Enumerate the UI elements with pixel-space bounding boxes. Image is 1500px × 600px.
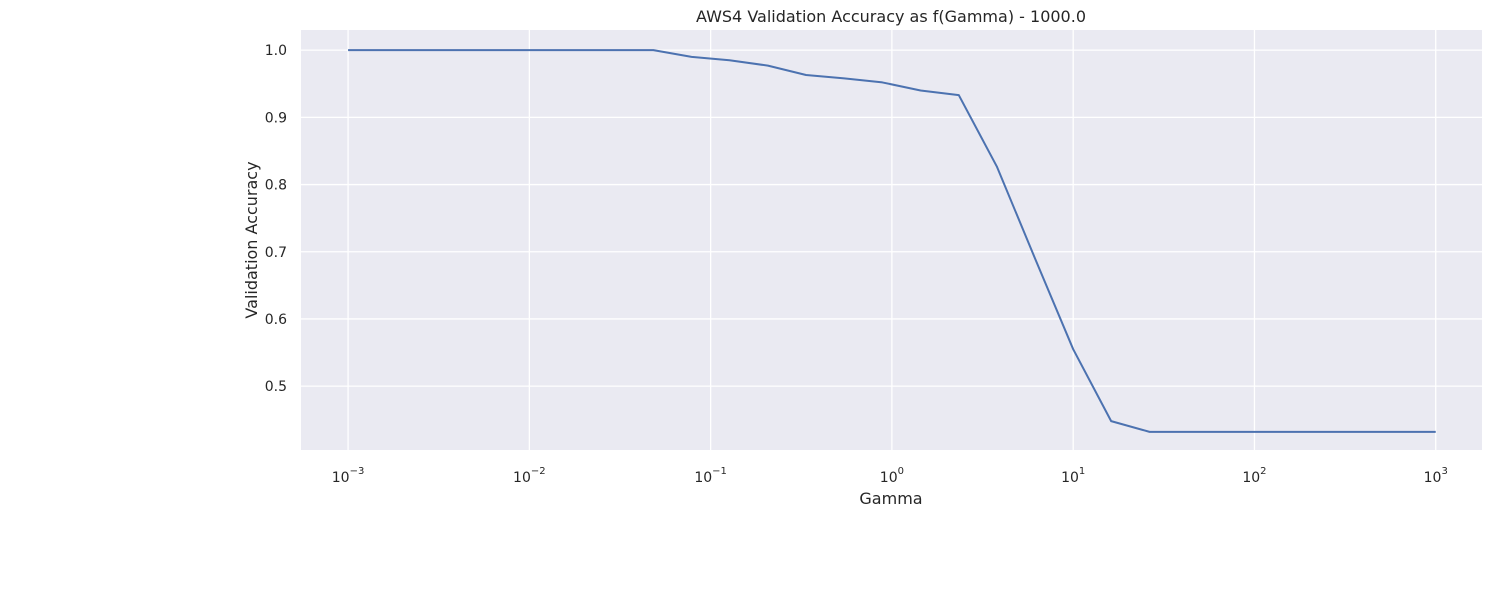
chart-title: AWS4 Validation Accuracy as f(Gamma) - 1… <box>696 7 1086 26</box>
y-tick-label: 0.7 <box>265 245 287 261</box>
y-tick-label: 0.6 <box>265 312 287 328</box>
x-tick-label: 102 <box>1242 466 1266 486</box>
x-axis-ticks: 10−3 10−2 10−1 100 101 102 103 <box>332 466 1448 486</box>
y-tick-label: 1.0 <box>265 43 287 59</box>
x-tick-label: 10−1 <box>694 466 727 486</box>
x-tick-label: 10−2 <box>513 466 546 486</box>
y-axis-title: Validation Accuracy <box>242 161 261 318</box>
y-tick-label: 0.5 <box>265 379 287 395</box>
y-axis-ticks: 0.5 0.6 0.7 0.8 0.9 1.0 <box>265 43 287 395</box>
y-tick-label: 0.8 <box>265 178 287 194</box>
x-tick-label: 100 <box>880 466 904 486</box>
y-tick-label: 0.9 <box>265 110 287 126</box>
x-tick-label: 101 <box>1061 466 1085 486</box>
x-tick-label: 10−3 <box>332 466 365 486</box>
grid <box>301 30 1482 450</box>
series-layer <box>348 49 1436 433</box>
x-tick-label: 103 <box>1424 466 1448 486</box>
series-line <box>348 49 1436 433</box>
x-axis-title: Gamma <box>859 489 922 508</box>
